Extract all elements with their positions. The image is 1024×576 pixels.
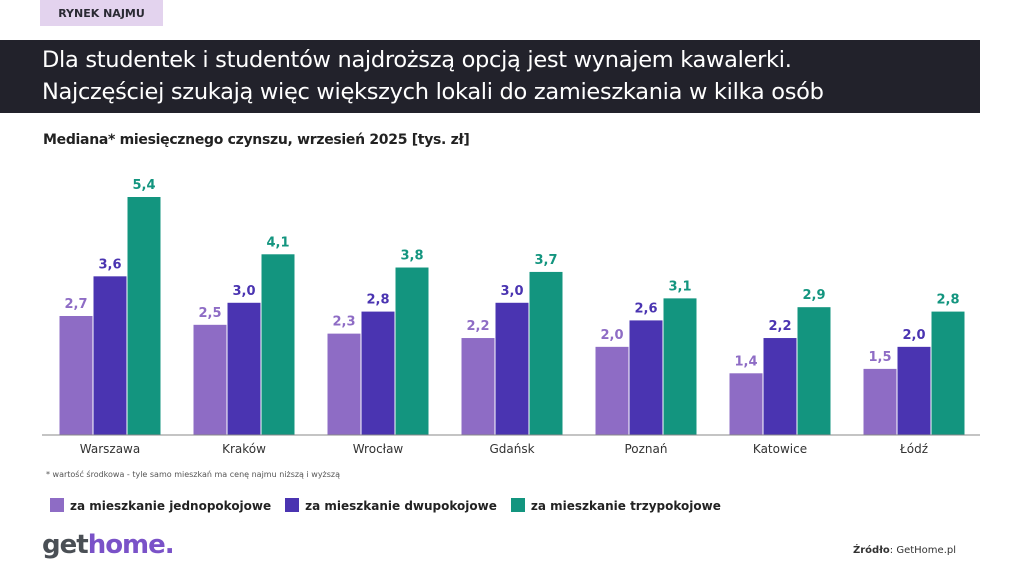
bar bbox=[629, 320, 663, 435]
bar bbox=[395, 267, 429, 435]
bar bbox=[931, 311, 965, 435]
legend-swatch bbox=[50, 498, 64, 512]
legend-label: za mieszkanie jednopokojowe bbox=[70, 499, 272, 513]
bar bbox=[763, 338, 797, 435]
data-label: 3,6 bbox=[98, 257, 121, 272]
legend-item: za mieszkanie jednopokojowe bbox=[50, 498, 271, 513]
category-label: Katowice bbox=[753, 442, 807, 456]
category-label: Poznań bbox=[624, 442, 667, 456]
headline-line-1: Dla studentek i studentów najdroższą opc… bbox=[42, 47, 792, 73]
source: Źródło: GetHome.pl bbox=[853, 545, 956, 556]
data-label: 2,2 bbox=[768, 319, 791, 334]
bar bbox=[261, 254, 295, 435]
bar bbox=[127, 197, 161, 435]
data-label: 2,7 bbox=[64, 297, 87, 312]
bar bbox=[529, 271, 563, 435]
headline-line-2: Najczęściej szukają więc większych lokal… bbox=[42, 79, 824, 105]
data-label: 4,1 bbox=[266, 235, 289, 250]
legend-swatch bbox=[510, 498, 525, 512]
data-label: 2,8 bbox=[366, 293, 389, 308]
legend-item: za mieszkanie trzypokojowe bbox=[510, 498, 721, 513]
bar bbox=[461, 338, 495, 435]
data-label: 2,2 bbox=[466, 319, 489, 334]
bar bbox=[663, 298, 697, 435]
data-label: 1,4 bbox=[734, 354, 757, 369]
data-label: 2,6 bbox=[634, 301, 657, 316]
bar bbox=[59, 316, 93, 435]
legend: za mieszkanie jednopokojowe za mieszkani… bbox=[50, 498, 721, 513]
gethome-logo: gethome. bbox=[42, 530, 175, 560]
data-label: 2,8 bbox=[936, 293, 959, 308]
bar bbox=[495, 302, 529, 435]
data-label: 1,5 bbox=[868, 350, 891, 365]
bar bbox=[897, 346, 931, 435]
logo-part-2: home. bbox=[87, 530, 175, 560]
legend-item: za mieszkanie dwupokojowe bbox=[285, 498, 497, 513]
bar bbox=[93, 276, 127, 435]
legend-label: za mieszkanie trzypokojowe bbox=[530, 499, 721, 513]
bar bbox=[863, 368, 897, 435]
category-label: Wrocław bbox=[353, 442, 404, 456]
headline: Dla studentek i studentów najdroższą opc… bbox=[0, 40, 980, 113]
data-label: 3,0 bbox=[500, 284, 523, 299]
category-label: Kraków bbox=[222, 442, 266, 456]
footnote: * wartość środkowa - tyle samo mieszkań … bbox=[46, 470, 341, 479]
data-label: 2,0 bbox=[902, 328, 925, 343]
data-label: 2,3 bbox=[332, 315, 355, 330]
chart-title: Mediana* miesięcznego czynszu, wrzesień … bbox=[43, 132, 470, 148]
legend-swatch bbox=[285, 498, 300, 512]
data-label: 5,4 bbox=[132, 178, 155, 193]
bar bbox=[729, 373, 763, 435]
bar bbox=[327, 333, 361, 435]
category-label: Łódź bbox=[899, 442, 928, 456]
bar bbox=[595, 346, 629, 435]
source-value: : GetHome.pl bbox=[889, 545, 957, 556]
category-label: Gdańsk bbox=[489, 442, 534, 456]
bar bbox=[193, 324, 227, 435]
data-label: 2,9 bbox=[802, 288, 825, 303]
data-label: 3,1 bbox=[668, 279, 691, 294]
bar-chart: 2,7 3,6 5,4 Warszawa 2,5 3,0 4,1 Kraków 2,3 2,8 3,… bbox=[42, 178, 980, 456]
data-label: 3,0 bbox=[232, 284, 255, 299]
category-label: Warszawa bbox=[80, 442, 140, 456]
source-label: Źródło bbox=[853, 545, 890, 556]
data-label: 3,7 bbox=[534, 253, 557, 268]
logo-part-1: get bbox=[42, 530, 89, 560]
bar bbox=[361, 311, 395, 435]
bar bbox=[227, 302, 261, 435]
data-label: 2,5 bbox=[198, 306, 221, 321]
data-label: 3,8 bbox=[400, 249, 423, 264]
bar bbox=[797, 307, 831, 435]
legend-label: za mieszkanie dwupokojowe bbox=[305, 499, 497, 513]
section-badge: RYNEK NAJMU bbox=[40, 0, 163, 26]
data-label: 2,0 bbox=[600, 328, 623, 343]
